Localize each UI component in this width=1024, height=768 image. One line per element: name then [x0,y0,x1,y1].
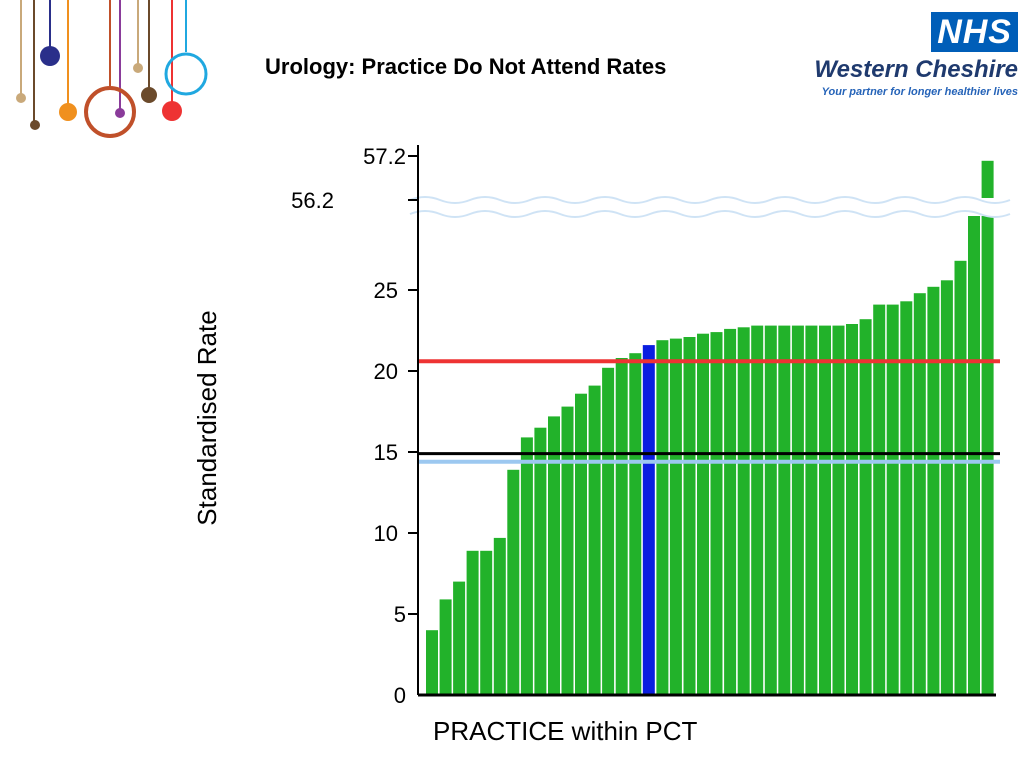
practice-bar [710,332,723,695]
practice-bar [981,160,994,696]
practice-bar [778,325,791,695]
practice-bar [534,427,547,695]
practice-bar [751,325,764,695]
practice-bar [940,280,953,695]
practice-bar [588,385,601,695]
practice-bar [873,304,886,695]
practice-bar [575,393,587,695]
axis-layer: 0 5 10 15 20 25 56.2 57.2 [291,144,1011,708]
practice-bar [669,338,682,695]
nhs-badge: NHS [931,12,1018,52]
y-tick-label: 15 [374,440,398,465]
practice-bar [439,599,452,695]
practice-bar [453,581,466,695]
y-tick-label: 25 [374,278,398,303]
practice-bar [900,301,913,695]
practice-bar [520,437,533,695]
axis-break-wave [409,210,1011,218]
practice-bar [819,325,831,695]
practice-bar [507,469,520,695]
practice-bar [493,537,506,695]
practice-bar [683,337,696,695]
organisation-name: Western Cheshire [814,56,1018,83]
practice-bar [859,319,872,695]
axis-break-wave [409,196,1011,204]
practice-bar [791,325,804,695]
y-tick-label: 0 [394,683,406,708]
practice-bar [602,367,615,695]
bars-layer [426,160,994,696]
organisation-tagline: Your partner for longer healthier lives [821,86,1018,98]
nhs-logo: NHS Western Cheshire Your partner for lo… [788,12,1018,112]
practice-bar [968,200,980,695]
y-tick-label: 5 [394,602,406,627]
x-axis-title: PRACTICE within PCT [433,716,697,746]
highlighted-practice-bar [642,345,655,695]
page-title: Urology: Practice Do Not Attend Rates [265,54,667,79]
reference-lines-layer [418,359,1000,464]
practice-bar [737,327,750,695]
practice-bar [724,328,737,695]
practice-bar [561,406,574,695]
practice-bar [886,304,899,695]
practice-bar [913,293,926,695]
y-tick-label: 57.2 [363,144,406,169]
practice-bar [426,630,438,695]
decorative-strings-graphic [16,0,208,138]
y-tick-label: 10 [374,521,398,546]
practice-bar [697,333,709,695]
practice-bar [480,550,493,695]
practice-bar [656,340,669,695]
practice-bar [832,325,845,695]
practice-bar [615,358,628,695]
practice-bar [954,260,967,695]
practice-bar [927,286,940,695]
y-axis-title: Standardised Rate [192,310,222,525]
practice-bar [846,324,858,695]
practice-bar [466,550,479,695]
y-tick-label: 20 [374,359,398,384]
practice-bar [805,325,818,695]
practice-bar [764,325,777,695]
practice-bar [629,353,642,695]
y-tick-label: 56.2 [291,188,334,213]
practice-bar [548,416,560,695]
